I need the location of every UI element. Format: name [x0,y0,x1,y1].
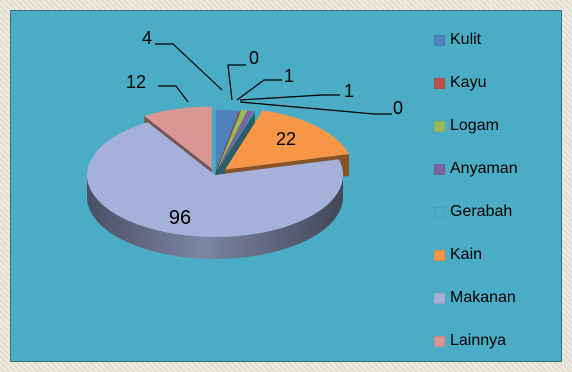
legend-label: Kayu [450,74,487,91]
legend-item-makanan: Makanan [434,288,516,308]
data-label-kayu: 0 [249,48,259,68]
data-label-kain: 22 [276,129,296,149]
legend-label: Logam [450,117,499,134]
legend-label: Kain [450,246,483,263]
leader-line-lainnya [158,85,189,103]
leader-line-anyaman [239,94,340,101]
data-label-makanan: 96 [169,207,191,229]
leader-line-logam [236,79,282,101]
data-label-anyaman: 1 [344,81,354,101]
data-label-gerabah: 0 [393,98,403,118]
legend-swatch [434,249,445,261]
data-label-lainnya: 12 [126,72,146,92]
leader-line-gerabah [239,101,392,115]
legend-swatch [434,163,445,175]
legend-label: Lainnya [450,332,507,349]
legend-swatch [434,206,445,218]
legend-item-lainnya: Lainnya [434,331,506,351]
legend-item-kayu: Kayu [434,73,486,93]
leader-line-kayu [227,64,246,101]
legend-swatch [434,335,445,347]
legend-item-kain: Kain [434,245,482,265]
legend-item-logam: Logam [434,116,499,136]
legend-swatch [434,77,445,89]
pie-slice-makanan [87,122,344,259]
legend-item-anyaman: Anyaman [434,159,518,179]
legend-item-kulit: Kulit [434,30,481,50]
chart-legend: Kulit Kayu Logam Anyaman Gerabah Kain Makanan L… [434,30,562,360]
legend-swatch [434,34,445,46]
legend-label: Kulit [450,31,482,48]
legend-label: Makanan [450,289,516,306]
legend-swatch [434,120,445,132]
data-label-kulit: 4 [142,28,152,48]
leader-line-kulit [155,43,223,91]
legend-swatch [434,292,445,304]
legend-item-gerabah: Gerabah [434,202,512,222]
legend-label: Gerabah [450,203,513,220]
legend-label: Anyaman [450,160,518,177]
data-label-logam: 1 [284,66,294,86]
